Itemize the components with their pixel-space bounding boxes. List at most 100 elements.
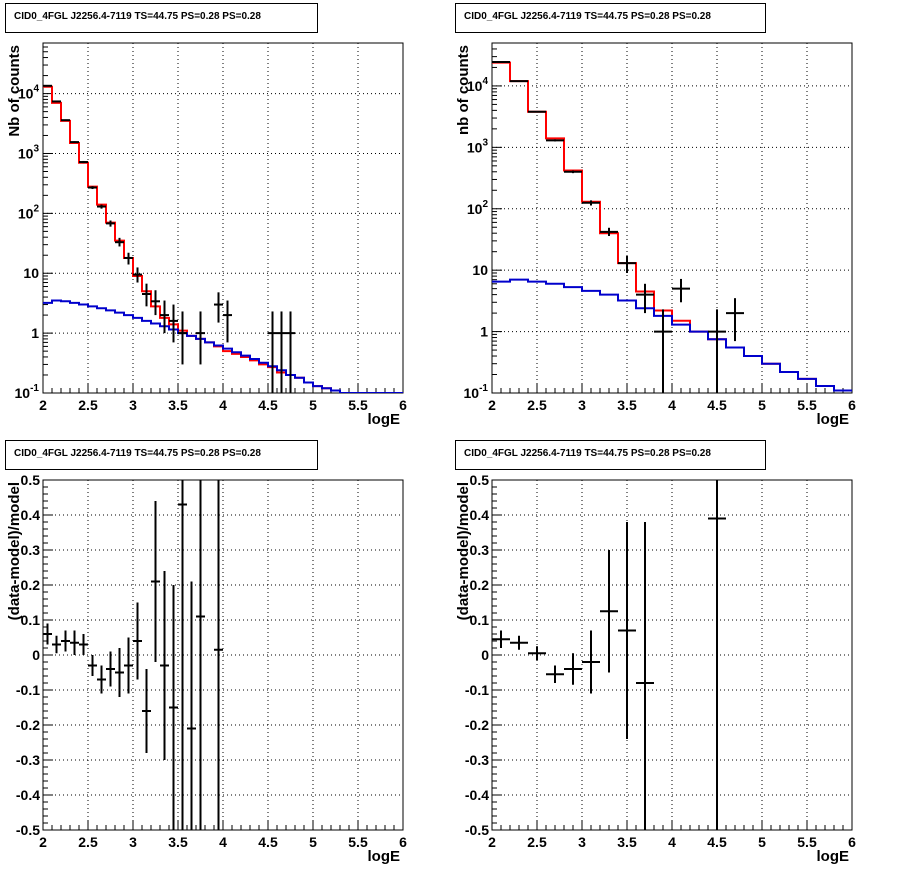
data-point — [708, 480, 726, 830]
data-point — [97, 665, 106, 694]
x-tick-label: 6 — [399, 397, 407, 413]
title-bottom-right: CID0_4FGL J2256.4-7119 TS=44.75 PS=0.28 … — [455, 440, 766, 470]
data-point — [672, 278, 690, 303]
x-tick-label: 4 — [219, 397, 227, 413]
data-point — [43, 84, 52, 87]
data-point — [196, 311, 205, 365]
y-tick-label: 0 — [481, 647, 489, 663]
y-tick-label: 10-1 — [464, 383, 489, 401]
data-point — [618, 522, 636, 739]
y-tick-label: 0.4 — [21, 507, 41, 523]
x-tick-label: 5.5 — [348, 834, 368, 850]
plot-area — [43, 480, 223, 830]
y-tick-label: 103 — [467, 137, 489, 155]
y-tick-label: -0.2 — [16, 717, 40, 733]
data-point — [492, 630, 510, 648]
data-point — [546, 139, 564, 142]
y-tick-label: 0.2 — [470, 577, 490, 593]
x-axis-label: logE — [368, 411, 401, 428]
y-tick-label: -0.3 — [16, 752, 40, 768]
y-tick-label: 0.1 — [470, 612, 490, 628]
x-tick-label: 5.5 — [797, 397, 817, 413]
x-tick-label: 5.5 — [797, 834, 817, 850]
y-tick-label: -0.3 — [465, 752, 489, 768]
data-point — [70, 630, 79, 655]
data-point — [52, 635, 61, 654]
data-point — [79, 634, 88, 655]
x-tick-label: 4.5 — [258, 834, 278, 850]
plot-area — [43, 84, 403, 393]
y-tick-label: 1 — [480, 324, 488, 340]
x-tick-label: 6 — [399, 834, 407, 850]
data-point — [124, 637, 133, 694]
x-tick-label: 5.5 — [348, 397, 368, 413]
data-point — [223, 300, 232, 343]
y-axis-label: Nb of counts — [6, 45, 23, 137]
y-tick-label: 10-1 — [15, 383, 40, 401]
y-tick-label: 10 — [23, 265, 39, 281]
data-point — [106, 651, 115, 687]
data-point — [43, 623, 52, 645]
x-tick-label: 4 — [668, 834, 676, 850]
plot-frame — [491, 42, 853, 394]
x-tick-label: 4.5 — [707, 834, 727, 850]
data-point — [115, 648, 124, 697]
data-point — [618, 256, 636, 273]
x-tick-label: 3.5 — [168, 397, 188, 413]
data-point — [79, 160, 88, 164]
data-point — [88, 655, 97, 676]
x-tick-label: 5 — [309, 397, 317, 413]
data-point — [564, 170, 582, 174]
data-point — [160, 300, 169, 334]
y-tick-label: -0.5 — [16, 822, 40, 838]
data-point — [142, 669, 151, 753]
panel-top-right: 2 2.5 3 3.5 4 4.5 5 5.5 6 10-1 1 10 102 103 104 logE nb … — [455, 42, 856, 428]
x-tick-label: 4 — [668, 397, 676, 413]
x-tick-label: 4 — [219, 834, 227, 850]
data-point — [214, 292, 223, 323]
x-axis-label: logE — [817, 848, 850, 865]
x-axis-label: logE — [817, 411, 850, 428]
data-point — [582, 200, 600, 206]
y-tick-label: -0.4 — [16, 787, 40, 803]
y-tick-label: 0.5 — [21, 472, 41, 488]
y-tick-label: -0.2 — [465, 717, 489, 733]
x-tick-label: 3 — [129, 397, 137, 413]
y-tick-label: 0.3 — [21, 542, 41, 558]
data-point — [636, 283, 654, 314]
y-tick-label: 102 — [18, 203, 40, 221]
y-tick-label: 10 — [472, 262, 488, 278]
x-tick-label: 6 — [848, 397, 856, 413]
y-tick-label: -0.1 — [16, 682, 40, 698]
source-model-line — [492, 278, 852, 392]
data-point — [528, 110, 546, 113]
plot-area — [492, 480, 726, 830]
y-tick-label: 104 — [18, 84, 40, 102]
y-tick-label: 0.5 — [470, 472, 490, 488]
data-point — [528, 646, 546, 661]
x-axis-label: logE — [368, 848, 401, 865]
y-tick-label: 0.4 — [470, 507, 490, 523]
data-point — [61, 119, 70, 122]
data-point — [88, 186, 97, 190]
y-tick-label: -0.4 — [465, 787, 489, 803]
data-point — [636, 522, 654, 830]
data-point — [187, 581, 196, 830]
x-tick-label: 5 — [758, 834, 766, 850]
data-point — [61, 630, 70, 652]
panel-top-left: 2 2.5 3 3.5 4 4.5 5 5.5 6 10-1 1 10 102 103 104 logE Nb … — [6, 42, 407, 428]
source-model-line — [43, 299, 403, 393]
x-tick-label: 2.5 — [527, 834, 547, 850]
title-top-right: CID0_4FGL J2256.4-7119 TS=44.75 PS=0.28 … — [455, 3, 766, 33]
data-point — [510, 80, 528, 83]
data-point — [196, 480, 205, 830]
x-tick-label: 3 — [578, 834, 586, 850]
y-axis-label: (data-model)/model — [6, 482, 23, 620]
y-tick-label: 104 — [467, 76, 489, 94]
x-tick-label: 4.5 — [707, 397, 727, 413]
x-tick-label: 2.5 — [527, 397, 547, 413]
x-tick-label: 2.5 — [78, 834, 98, 850]
data-point — [151, 501, 160, 662]
x-tick-label: 6 — [848, 834, 856, 850]
